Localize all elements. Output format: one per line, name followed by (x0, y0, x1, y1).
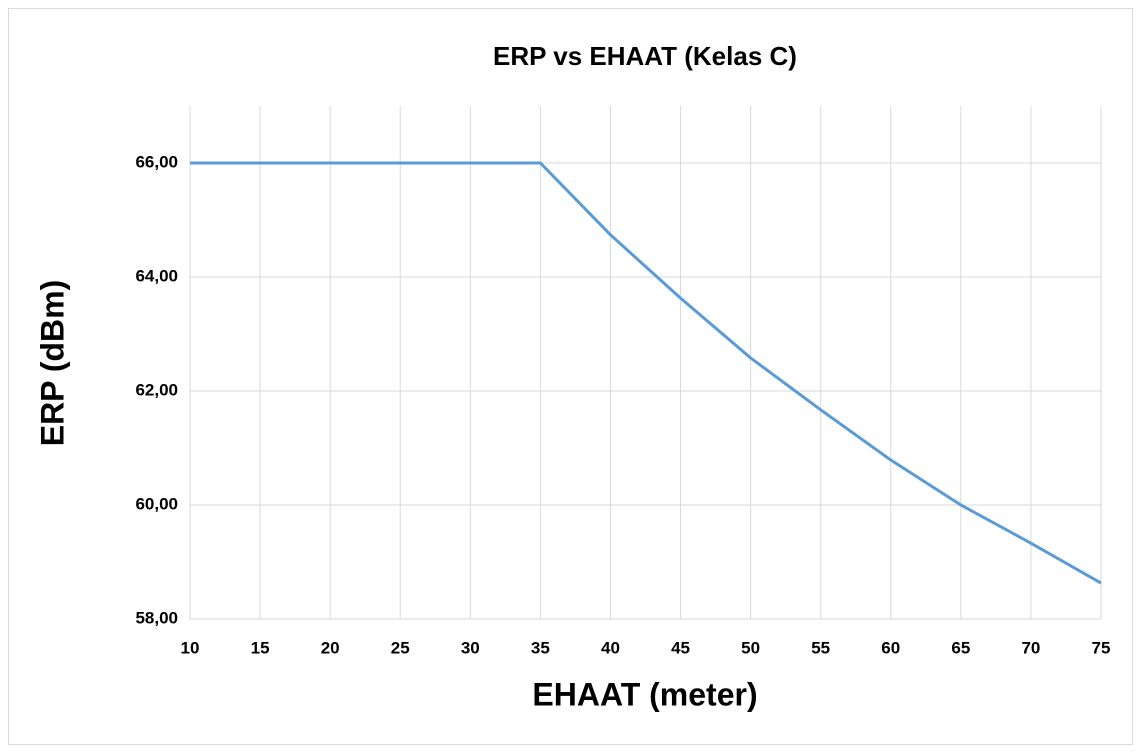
x-tick-label: 35 (531, 638, 550, 657)
x-tick-label: 60 (881, 638, 900, 657)
y-tick-label: 60,00 (135, 494, 178, 513)
x-tick-label: 10 (181, 638, 200, 657)
x-tick-label: 55 (811, 638, 830, 657)
x-tick-label: 25 (391, 638, 410, 657)
y-tick-label: 58,00 (135, 608, 178, 627)
x-tick-label: 70 (1021, 638, 1040, 657)
chart-border (8, 8, 1133, 745)
x-tick-label: 75 (1092, 638, 1111, 657)
y-tick-label: 66,00 (135, 152, 178, 171)
chart-title: ERP vs EHAAT (Kelas C) (493, 41, 797, 71)
x-tick-label: 40 (601, 638, 620, 657)
y-axis-label: ERP (dBm) (34, 280, 70, 447)
x-tick-label: 30 (461, 638, 480, 657)
y-tick-label: 62,00 (135, 380, 178, 399)
x-tick-label: 65 (951, 638, 970, 657)
y-tick-label: 64,00 (135, 266, 178, 285)
x-tick-label: 15 (251, 638, 270, 657)
x-tick-label: 20 (321, 638, 340, 657)
line (190, 161, 1102, 585)
x-tick-label: 50 (741, 638, 760, 657)
x-axis-label: EHAAT (meter) (532, 676, 757, 712)
x-tick-label: 45 (671, 638, 690, 657)
